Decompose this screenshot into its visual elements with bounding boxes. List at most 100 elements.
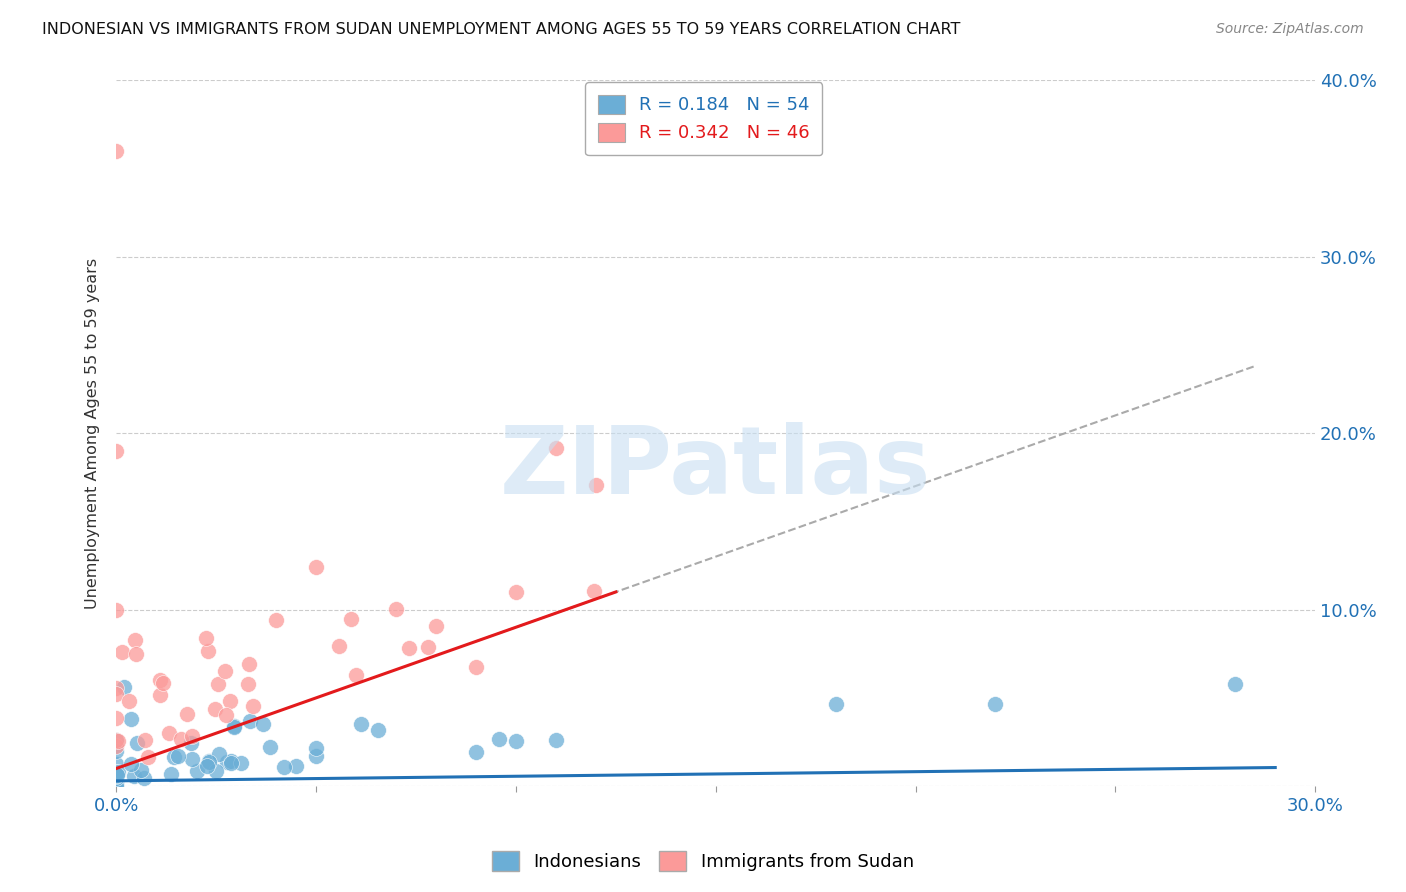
Point — [134, 732, 156, 747]
Point — [224, 719, 246, 733]
Point — [273, 759, 295, 773]
Point — [176, 707, 198, 722]
Point — [984, 698, 1007, 712]
Point — [340, 612, 363, 626]
Point — [136, 750, 159, 764]
Point — [398, 640, 420, 655]
Point — [305, 559, 328, 574]
Point — [215, 707, 238, 722]
Point — [112, 680, 135, 694]
Point — [105, 732, 128, 747]
Point — [105, 733, 128, 747]
Point — [505, 585, 527, 599]
Point — [207, 747, 229, 761]
Point — [264, 613, 287, 627]
Y-axis label: Unemployment Among Ages 55 to 59 years: Unemployment Among Ages 55 to 59 years — [86, 258, 100, 608]
Point — [105, 769, 128, 783]
Point — [125, 648, 148, 662]
Point — [367, 723, 389, 737]
Point — [198, 755, 221, 769]
Point — [488, 731, 510, 746]
Point — [259, 740, 281, 755]
Text: Source: ZipAtlas.com: Source: ZipAtlas.com — [1216, 22, 1364, 37]
Point — [221, 756, 243, 770]
Point — [163, 750, 186, 764]
Legend: Indonesians, Immigrants from Sudan: Indonesians, Immigrants from Sudan — [485, 844, 921, 879]
Point — [105, 443, 128, 458]
Point — [505, 734, 527, 748]
Point — [385, 601, 408, 615]
Point — [107, 765, 129, 780]
Point — [129, 764, 152, 778]
Legend: R = 0.184   N = 54, R = 0.342   N = 46: R = 0.184 N = 54, R = 0.342 N = 46 — [585, 82, 823, 155]
Point — [416, 640, 439, 654]
Point — [105, 771, 128, 785]
Point — [197, 643, 219, 657]
Point — [105, 711, 128, 725]
Point — [238, 657, 260, 671]
Point — [194, 632, 217, 646]
Point — [105, 739, 128, 754]
Point — [118, 694, 141, 708]
Point — [111, 645, 134, 659]
Point — [105, 775, 128, 789]
Point — [215, 755, 238, 769]
Point — [120, 757, 142, 772]
Point — [544, 441, 567, 455]
Point — [120, 712, 142, 726]
Point — [204, 701, 226, 715]
Point — [219, 755, 242, 769]
Point — [105, 744, 128, 758]
Point — [160, 767, 183, 781]
Point — [465, 745, 488, 759]
Point — [585, 477, 607, 491]
Point — [236, 677, 259, 691]
Point — [180, 736, 202, 750]
Point — [583, 583, 606, 598]
Point — [105, 687, 128, 701]
Point — [122, 769, 145, 783]
Point — [195, 758, 218, 772]
Point — [252, 717, 274, 731]
Point — [231, 756, 253, 771]
Point — [197, 754, 219, 768]
Point — [152, 675, 174, 690]
Point — [105, 764, 128, 779]
Point — [105, 767, 128, 781]
Point — [328, 639, 350, 653]
Point — [239, 714, 262, 728]
Point — [242, 698, 264, 713]
Point — [1225, 677, 1247, 691]
Point — [224, 720, 246, 734]
Point — [125, 736, 148, 750]
Point — [105, 766, 128, 780]
Point — [105, 757, 128, 772]
Point — [214, 665, 236, 679]
Point — [105, 602, 128, 616]
Point — [205, 764, 228, 778]
Point — [105, 774, 128, 789]
Point — [181, 729, 204, 743]
Point — [350, 717, 373, 731]
Point — [207, 677, 229, 691]
Point — [465, 660, 488, 674]
Point — [132, 771, 155, 785]
Point — [105, 144, 128, 158]
Point — [181, 751, 204, 765]
Point — [186, 764, 208, 778]
Point — [169, 731, 191, 746]
Point — [105, 681, 128, 695]
Point — [305, 748, 328, 763]
Point — [105, 738, 128, 752]
Point — [124, 633, 146, 648]
Point — [305, 740, 328, 755]
Point — [159, 726, 181, 740]
Point — [107, 734, 129, 748]
Point — [544, 733, 567, 747]
Point — [149, 688, 172, 702]
Point — [824, 698, 846, 712]
Point — [166, 749, 188, 764]
Point — [149, 673, 172, 687]
Point — [105, 776, 128, 790]
Point — [425, 619, 447, 633]
